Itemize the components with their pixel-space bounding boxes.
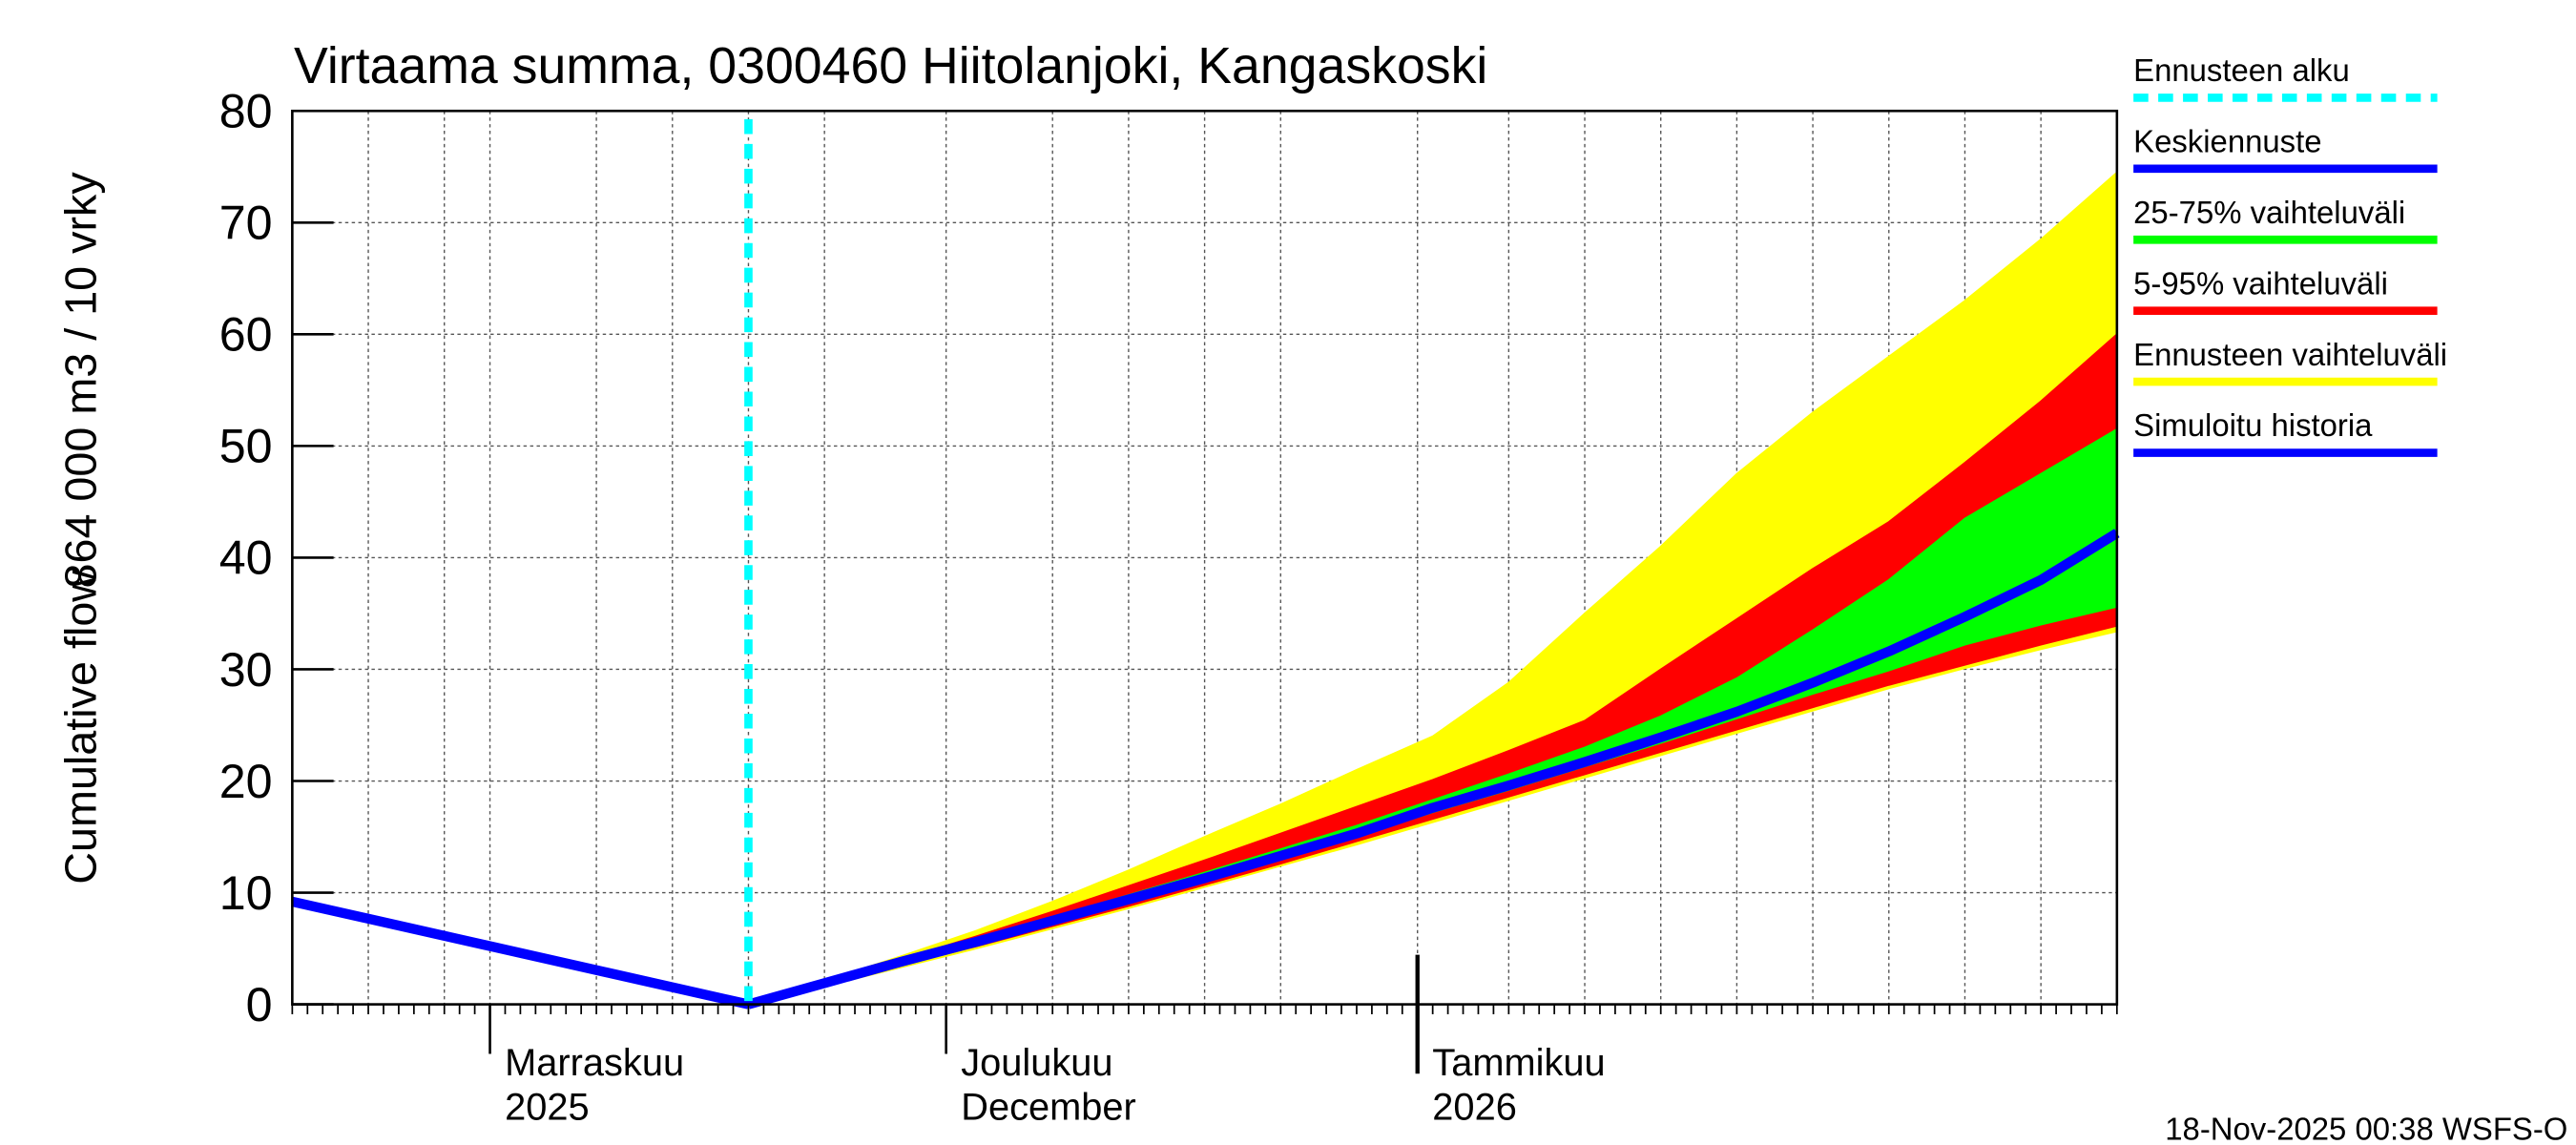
y-tick-label: 20 [219,755,273,808]
series-line [291,896,750,1010]
y-tick-label: 80 [219,85,273,138]
legend-label: Keskiennuste [2133,124,2321,159]
y-tick-label: 0 [246,978,273,1031]
y-axis-title-line: 864 000 m3 / 10 vrky [55,172,105,589]
y-axis-title-line: Cumulative flow [55,570,105,885]
legend-label: Ennusteen alku [2133,52,2350,88]
chart-title: Virtaama summa, 0300460 Hiitolanjoki, Ka… [294,37,1487,94]
x-tick-label: 2025 [505,1087,590,1129]
legend-label: Ennusteen vaihteluväli [2133,337,2447,372]
y-axis-title: Cumulative flow 864 000 m3 / 10 vrky [55,172,105,885]
x-tick-label: Marraskuu [505,1042,684,1084]
y-tick-label: 50 [219,420,273,473]
y-tick-label: 70 [219,197,273,250]
legend-label: Simuloitu historia [2133,407,2373,443]
y-tick-label: 40 [219,531,273,585]
x-tick-label: 2026 [1432,1087,1517,1129]
y-tick-label: 60 [219,308,273,362]
footer: 18-Nov-2025 00:38 WSFS-O [2165,1112,2567,1145]
series-line [747,529,2120,1010]
legend-label: 5-95% vaihteluväli [2133,265,2388,301]
y-tick-label: 30 [219,643,273,697]
x-tick-label: December [961,1087,1136,1129]
legend-label: 25-75% vaihteluväli [2133,195,2405,230]
x-tick-label: Joulukuu [961,1042,1112,1084]
x-tick-label: Tammikuu [1432,1042,1605,1084]
y-tick-label: 10 [219,866,273,920]
